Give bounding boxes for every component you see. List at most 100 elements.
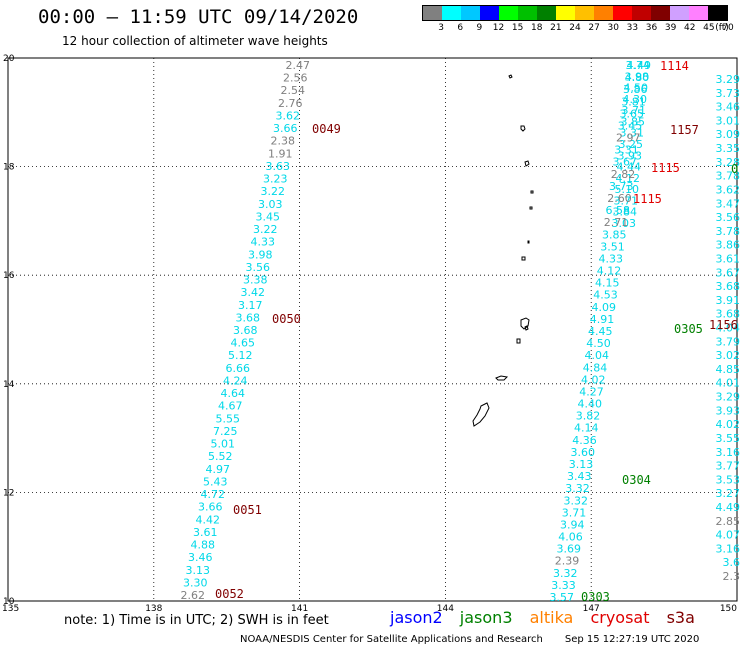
- swh-value-track-c: 6.58: [606, 204, 631, 217]
- color-scale-label: 15: [511, 23, 524, 33]
- map-title: 00:00 – 11:59 UTC 09/14/2020: [38, 6, 359, 28]
- color-swatch: [632, 6, 651, 20]
- swh-value-track-c: 4.15: [595, 277, 620, 290]
- swh-value-track-d: 3.46: [716, 101, 740, 114]
- lat-tick-label: 12: [3, 488, 14, 498]
- swh-value-track-d: 3.09: [716, 128, 740, 141]
- swh-value-track-c: 2.39: [555, 555, 580, 568]
- swh-value-track-d: 3.01: [716, 114, 740, 127]
- color-swatch: [651, 6, 670, 20]
- swh-value-track-a: 2.56: [283, 72, 308, 85]
- island-outline: [524, 160, 530, 167]
- color-scale-legend: 3 6 9 12 15 18 21 24 27 30 33 36 39 42 45 70 (ft): [422, 5, 734, 35]
- swh-value-track-c: 3.85: [602, 228, 627, 241]
- pass-time-label: 0050: [272, 312, 301, 326]
- color-scale-labels: 3 6 9 12 15 18 21 24 27 30 33 36 39 42 45 70 (ft): [422, 21, 733, 35]
- color-swatch: [518, 6, 537, 20]
- swh-value-track-a: 4.24: [223, 374, 248, 387]
- pass-time-label: 0303: [581, 590, 610, 604]
- swh-value-track-a: 3.38: [243, 274, 268, 287]
- swh-value-track-c: 4.80: [625, 71, 650, 84]
- swh-value-track-c: 3.57: [550, 591, 575, 604]
- pass-time-label: 0051: [233, 503, 262, 517]
- color-scale-label: 36: [645, 23, 658, 33]
- swh-value-track-d: 3.6: [723, 556, 740, 569]
- island-outline: [516, 338, 521, 344]
- swh-value-track-d: 4.07: [716, 529, 740, 542]
- color-swatch: [556, 6, 575, 20]
- swh-value-track-d: 3.73: [716, 87, 740, 100]
- swh-value-track-c: 3.67: [613, 156, 638, 169]
- island-outline: [524, 325, 529, 331]
- island-outline: [520, 317, 530, 330]
- swh-value-track-b: 3.31: [620, 127, 645, 140]
- swh-value-track-d: 3.29: [716, 391, 740, 404]
- swh-value-track-d: 3.62: [716, 183, 740, 196]
- swh-value-track-a: 3.23: [263, 173, 288, 186]
- pass-time-label: 1157: [670, 123, 699, 137]
- color-scale-label: 27: [588, 23, 600, 33]
- lon-tick-label: 138: [145, 604, 162, 612]
- color-swatch: [613, 6, 632, 20]
- swh-value-track-c: 2.71: [604, 216, 629, 229]
- swh-value-track-b: 4.44: [617, 161, 642, 174]
- swh-value-track-a: 4.97: [206, 463, 231, 476]
- lon-tick-label: 150: [720, 604, 737, 612]
- swh-value-track-d: 3.77: [716, 460, 740, 473]
- swh-value-track-d: 4.04: [716, 322, 740, 335]
- color-swatch: [594, 6, 613, 20]
- swh-value-track-a: 4.88: [191, 539, 216, 552]
- swh-value-track-b: 3.85: [621, 115, 646, 128]
- swh-value-track-c: 3.13: [569, 458, 594, 471]
- swh-value-track-d: 3.47: [716, 197, 740, 210]
- color-swatch: [499, 6, 518, 20]
- swh-value-track-c: 4.40: [578, 398, 603, 411]
- swh-value-track-a: 4.67: [218, 400, 243, 413]
- color-swatch: [689, 6, 708, 20]
- island-outline: [521, 256, 526, 261]
- map-frame: [7, 57, 738, 602]
- swh-value-track-a: 4.72: [201, 488, 226, 501]
- swh-value-track-a: 5.12: [228, 349, 253, 362]
- color-scale-label: 12: [492, 23, 505, 33]
- swh-value-track-a: 2.54: [281, 84, 306, 97]
- swh-value-track-c: 3.31: [614, 144, 639, 157]
- swh-value-track-c: 4.12: [597, 265, 622, 278]
- swh-value-track-a: 2.47: [286, 59, 311, 72]
- color-scale-label: 3: [438, 23, 444, 33]
- timestamp: Sep 15 12:27:19 UTC 2020: [564, 634, 700, 645]
- map-subtitle: 12 hour collection of altimeter wave hei…: [62, 34, 328, 48]
- swh-value-track-a: 4.64: [221, 387, 246, 400]
- swh-value-track-d: 3.67: [716, 266, 740, 279]
- satellite-altika: altika: [529, 608, 574, 627]
- island-outline: [529, 206, 533, 210]
- island-outline: [495, 375, 509, 381]
- swh-value-track-c: 3.51: [600, 240, 625, 253]
- swh-value-track-c: 4.50: [586, 337, 611, 350]
- note-text: note: 1) Time is in UTC; 2) SWH is in fe…: [64, 613, 329, 628]
- swh-value-track-a: 4.33: [251, 236, 276, 249]
- color-scale-label: 21: [550, 23, 562, 33]
- color-scale-label: 9: [476, 23, 483, 33]
- swh-value-track-c: 3.32: [565, 482, 590, 495]
- swh-value-track-c: 3.82: [576, 410, 601, 423]
- swh-value-track-a: 3.30: [183, 576, 208, 589]
- swh-value-track-b: 4.50: [624, 82, 649, 95]
- color-swatch: [442, 6, 461, 20]
- swh-value-track-d: 3.29: [716, 73, 740, 86]
- swh-value-track-a: 3.68: [233, 324, 258, 337]
- color-scale-label: (ft): [715, 23, 729, 33]
- island-outline: [527, 240, 530, 244]
- swh-value-track-a: 3.66: [273, 122, 298, 135]
- swh-value-track-d: 3.61: [716, 252, 740, 265]
- color-swatch: [537, 6, 556, 20]
- swh-value-track-a: 5.43: [203, 475, 228, 488]
- swh-value-track-a: 3.66: [198, 501, 223, 514]
- lon-tick-label: 135: [2, 604, 19, 612]
- swh-value-track-a: 5.55: [216, 412, 241, 425]
- satellite-cryosat: cryosat: [590, 608, 650, 627]
- swh-value-track-d: 4.49: [716, 501, 740, 514]
- color-swatch: [670, 6, 689, 20]
- swh-value-track-d: 3.68: [716, 280, 740, 293]
- swh-value-track-c: 3.73: [609, 180, 634, 193]
